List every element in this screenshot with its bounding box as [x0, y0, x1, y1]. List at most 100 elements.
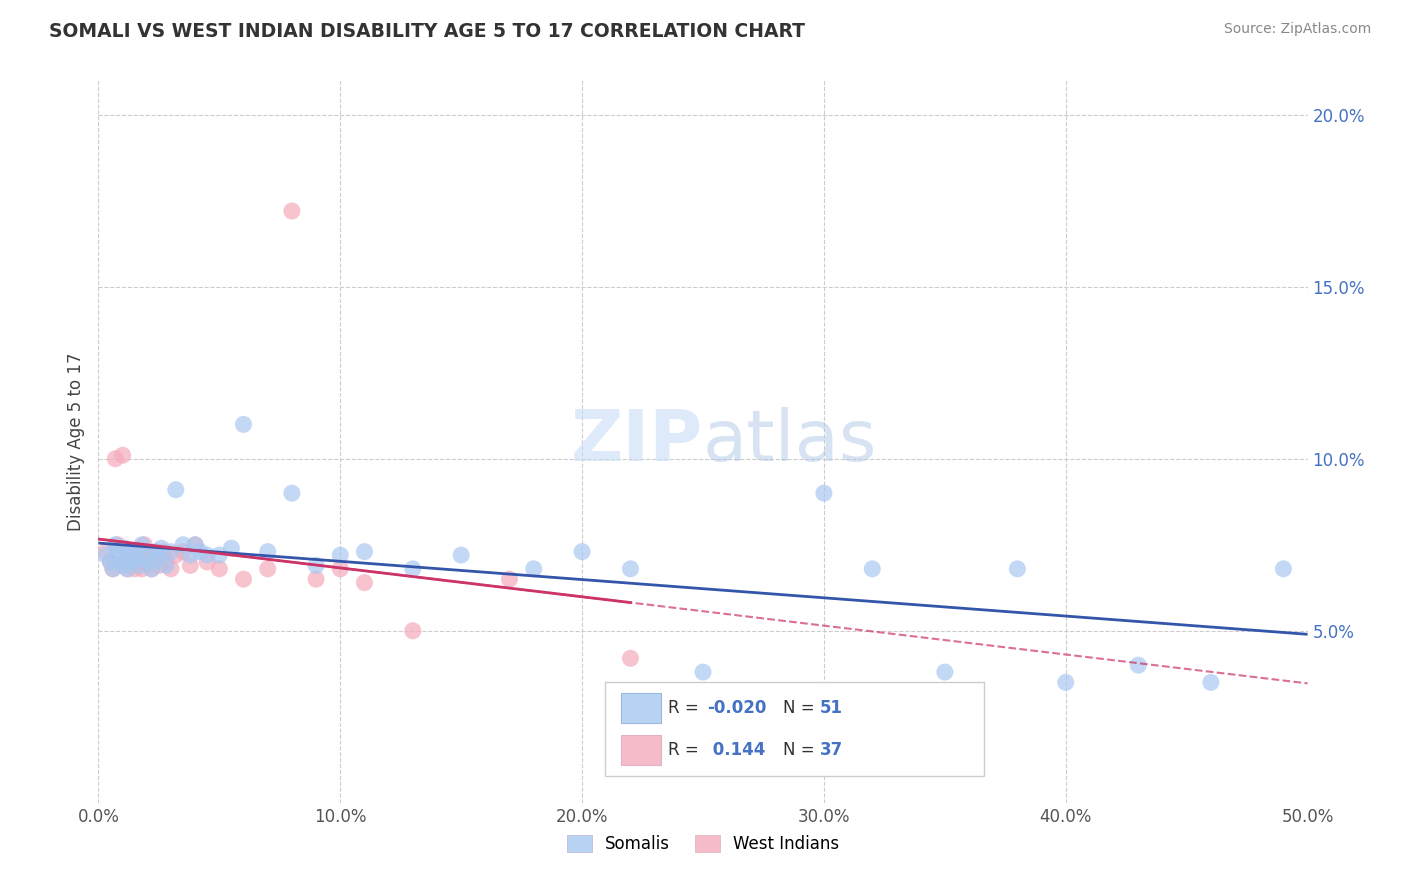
Point — [141, 562, 163, 576]
Point — [172, 538, 194, 552]
Point — [145, 544, 167, 558]
Point — [152, 544, 174, 558]
Point — [118, 548, 141, 562]
Point — [179, 548, 201, 562]
Point — [134, 538, 156, 552]
Legend: Somalis, West Indians: Somalis, West Indians — [560, 828, 846, 860]
Point — [160, 544, 183, 558]
Text: 51: 51 — [820, 699, 842, 717]
Point — [1272, 562, 1295, 576]
Point — [108, 551, 131, 566]
Point — [329, 562, 352, 576]
Y-axis label: Disability Age 5 to 17: Disability Age 5 to 17 — [66, 352, 84, 531]
Point — [165, 483, 187, 497]
Point — [172, 544, 194, 558]
Point — [131, 538, 153, 552]
Point — [1054, 675, 1077, 690]
Point — [256, 544, 278, 558]
Point — [184, 538, 207, 552]
Point — [94, 544, 117, 558]
Point — [498, 572, 520, 586]
Point — [353, 544, 375, 558]
Point — [523, 562, 546, 576]
Point — [571, 544, 593, 558]
Point — [104, 451, 127, 466]
Point — [141, 562, 163, 576]
Text: N =: N = — [783, 741, 820, 759]
Point — [619, 562, 641, 576]
Point — [1128, 658, 1150, 673]
Point — [150, 541, 173, 556]
Point — [281, 486, 304, 500]
Point — [127, 551, 149, 566]
Point — [184, 538, 207, 552]
Text: Source: ZipAtlas.com: Source: ZipAtlas.com — [1223, 22, 1371, 37]
Point — [118, 548, 141, 562]
Point — [100, 555, 122, 569]
Point — [1007, 562, 1029, 576]
Text: 0.144: 0.144 — [707, 741, 766, 759]
Point — [127, 544, 149, 558]
Point — [221, 541, 243, 556]
Point — [195, 548, 218, 562]
Point — [208, 548, 231, 562]
Point — [114, 541, 136, 556]
Point — [124, 562, 146, 576]
Point — [1199, 675, 1222, 690]
Point — [135, 544, 157, 558]
Point — [155, 558, 177, 573]
Point — [101, 562, 124, 576]
Point — [138, 555, 160, 569]
Point — [111, 448, 134, 462]
Point — [128, 558, 150, 573]
Text: R =: R = — [668, 741, 704, 759]
Text: SOMALI VS WEST INDIAN DISABILITY AGE 5 TO 17 CORRELATION CHART: SOMALI VS WEST INDIAN DISABILITY AGE 5 T… — [49, 22, 806, 41]
Text: 37: 37 — [820, 741, 844, 759]
Point — [114, 555, 136, 569]
Point — [329, 548, 352, 562]
Point — [402, 624, 425, 638]
Point — [179, 558, 201, 573]
Point — [450, 548, 472, 562]
Text: N =: N = — [783, 699, 820, 717]
Point — [692, 665, 714, 679]
Point — [232, 417, 254, 432]
Point — [305, 558, 328, 573]
Point — [117, 562, 139, 576]
Point — [305, 572, 328, 586]
Text: atlas: atlas — [703, 407, 877, 476]
Point — [281, 204, 304, 219]
Point — [934, 665, 956, 679]
Point — [131, 562, 153, 576]
Point — [256, 562, 278, 576]
Point — [111, 558, 134, 573]
Point — [124, 544, 146, 558]
Point — [232, 572, 254, 586]
Point — [148, 558, 170, 573]
Point — [208, 562, 231, 576]
Point — [117, 562, 139, 576]
Point — [160, 562, 183, 576]
Point — [101, 562, 124, 576]
Point — [138, 555, 160, 569]
Point — [860, 562, 883, 576]
Point — [148, 551, 170, 566]
Point — [128, 555, 150, 569]
Point — [195, 555, 218, 569]
Point — [100, 555, 122, 569]
Point — [107, 538, 129, 552]
Point — [402, 562, 425, 576]
Point — [104, 538, 127, 552]
Text: -0.020: -0.020 — [707, 699, 766, 717]
Point — [107, 544, 129, 558]
Point — [619, 651, 641, 665]
Text: R =: R = — [668, 699, 704, 717]
Point — [188, 544, 211, 558]
Point — [165, 548, 187, 562]
Point — [155, 555, 177, 569]
Point — [135, 548, 157, 562]
Point — [94, 548, 117, 562]
Point — [143, 548, 166, 562]
Point — [813, 486, 835, 500]
Text: ZIP: ZIP — [571, 407, 703, 476]
